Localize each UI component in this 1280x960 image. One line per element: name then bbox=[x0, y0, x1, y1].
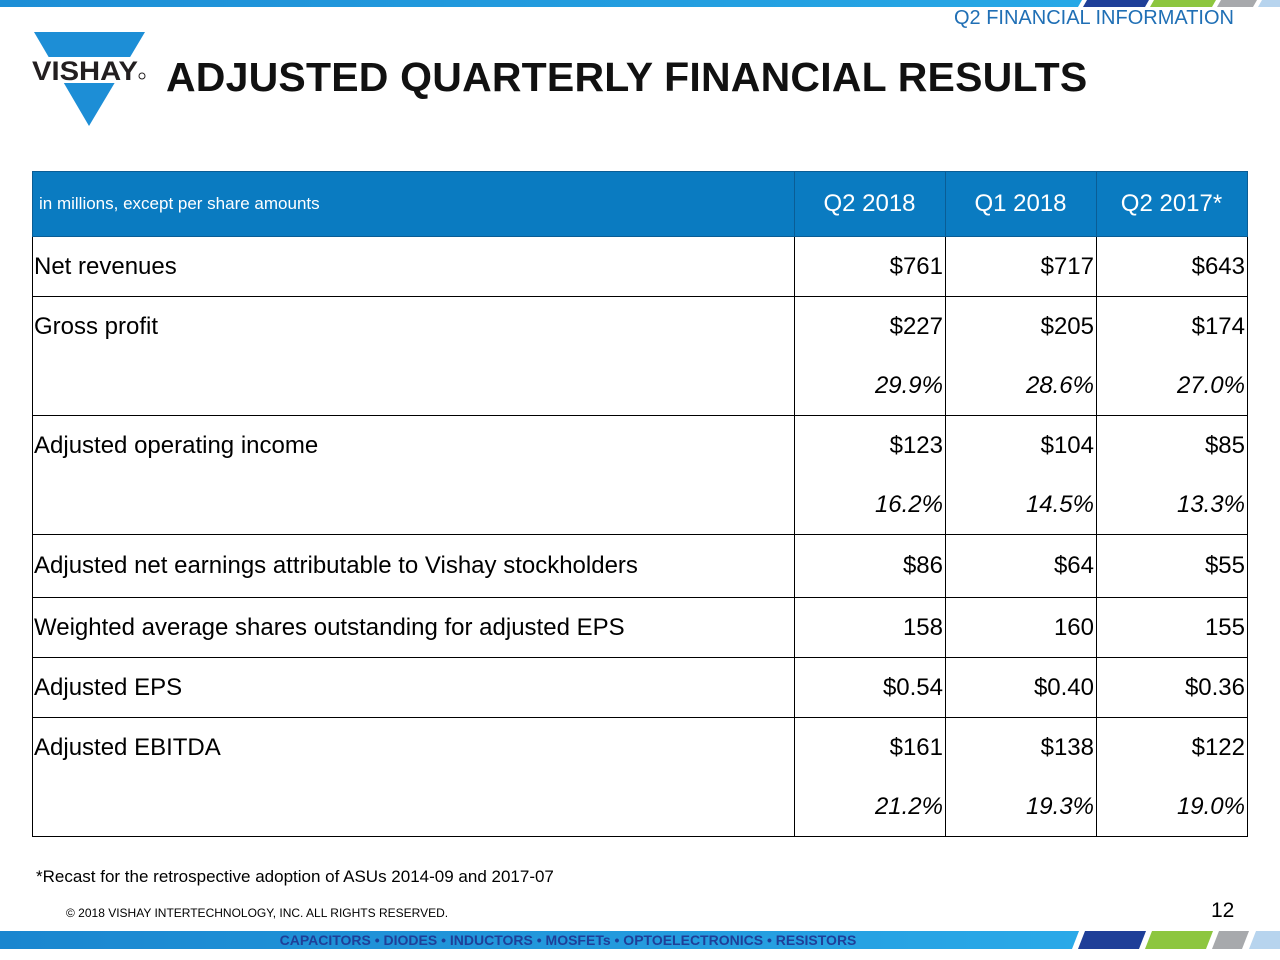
footnote: *Recast for the retrospective adoption o… bbox=[36, 867, 554, 886]
row-value: $761 bbox=[794, 236, 946, 297]
financial-results-table: in millions, except per share amounts Q2… bbox=[32, 171, 1248, 837]
margin-value: 19.3% bbox=[945, 777, 1097, 837]
row-value: $123 bbox=[794, 415, 946, 475]
row-value: $717 bbox=[945, 236, 1097, 297]
table-row: Adjusted EBITDA $161 $138 $122 bbox=[32, 717, 1248, 777]
page-number: 12 bbox=[1211, 899, 1235, 922]
table-row: Adjusted operating income $123 $104 $85 bbox=[32, 415, 1248, 475]
row-value: 158 bbox=[794, 597, 946, 658]
row-value: $104 bbox=[945, 415, 1097, 475]
row-label: Adjusted operating income bbox=[32, 415, 795, 475]
margin-value: 27.0% bbox=[1096, 356, 1248, 416]
row-label: Adjusted EPS bbox=[32, 657, 795, 718]
section-label: Q2 FINANCIAL INFORMATION bbox=[953, 7, 1234, 29]
margin-value: 28.6% bbox=[945, 356, 1097, 416]
row-value: $174 bbox=[1096, 296, 1248, 356]
row-value: $205 bbox=[945, 296, 1097, 356]
row-value: $55 bbox=[1096, 534, 1248, 598]
row-label: Gross profit bbox=[32, 296, 795, 356]
table-row: Adjusted EPS $0.54 $0.40 $0.36 bbox=[32, 657, 1248, 718]
margin-label-empty bbox=[32, 356, 795, 416]
column-header: Q2 2017* bbox=[1096, 171, 1248, 237]
row-label: Weighted average shares outstanding for … bbox=[32, 597, 795, 658]
margin-value: 14.5% bbox=[945, 475, 1097, 535]
row-value: $86 bbox=[794, 534, 946, 598]
row-value: $138 bbox=[945, 717, 1097, 777]
table-row: Weighted average shares outstanding for … bbox=[32, 597, 1248, 658]
row-value: $122 bbox=[1096, 717, 1248, 777]
row-value: $161 bbox=[794, 717, 946, 777]
row-value: $0.36 bbox=[1096, 657, 1248, 718]
margin-label-empty bbox=[32, 777, 795, 837]
row-label: Net revenues bbox=[32, 236, 795, 297]
product-list: CAPACITORS • DIODES • INDUCTORS • MOSFET… bbox=[280, 932, 857, 948]
row-value: $64 bbox=[945, 534, 1097, 598]
margin-value: 21.2% bbox=[794, 777, 946, 837]
column-header: Q2 2018 bbox=[794, 171, 946, 237]
top-decorative-bar bbox=[0, 0, 1280, 7]
row-value: $0.54 bbox=[794, 657, 946, 718]
table-header-row: in millions, except per share amounts Q2… bbox=[32, 171, 1248, 237]
margin-value: 13.3% bbox=[1096, 475, 1248, 535]
margin-row: 16.2% 14.5% 13.3% bbox=[32, 475, 1248, 535]
vishay-logo: VISHAY bbox=[30, 32, 150, 126]
margin-label-empty bbox=[32, 475, 795, 535]
margin-value: 19.0% bbox=[1096, 777, 1248, 837]
copyright: © 2018 VISHAY INTERTECHNOLOGY, INC. ALL … bbox=[66, 906, 449, 920]
table-row: Net revenues $761 $717 $643 bbox=[32, 236, 1248, 297]
table-row: Gross profit $227 $205 $174 bbox=[32, 296, 1248, 356]
bottom-product-bar: CAPACITORS • DIODES • INDUCTORS • MOSFET… bbox=[0, 931, 1280, 949]
column-header: Q1 2018 bbox=[945, 171, 1097, 237]
margin-value: 29.9% bbox=[794, 356, 946, 416]
margin-row: 21.2% 19.3% 19.0% bbox=[32, 777, 1248, 837]
units-label: in millions, except per share amounts bbox=[32, 171, 795, 237]
margin-value: 16.2% bbox=[794, 475, 946, 535]
row-value: $85 bbox=[1096, 415, 1248, 475]
svg-text:VISHAY: VISHAY bbox=[32, 56, 138, 86]
row-value: $227 bbox=[794, 296, 946, 356]
table-row: Adjusted net earnings attributable to Vi… bbox=[32, 534, 1248, 598]
page-title: ADJUSTED QUARTERLY FINANCIAL RESULTS bbox=[166, 54, 1088, 100]
row-value: 160 bbox=[945, 597, 1097, 658]
row-value: $643 bbox=[1096, 236, 1248, 297]
row-value: $0.40 bbox=[945, 657, 1097, 718]
row-value: 155 bbox=[1096, 597, 1248, 658]
margin-row: 29.9% 28.6% 27.0% bbox=[32, 356, 1248, 416]
row-label: Adjusted net earnings attributable to Vi… bbox=[32, 534, 795, 598]
row-label: Adjusted EBITDA bbox=[32, 717, 795, 777]
